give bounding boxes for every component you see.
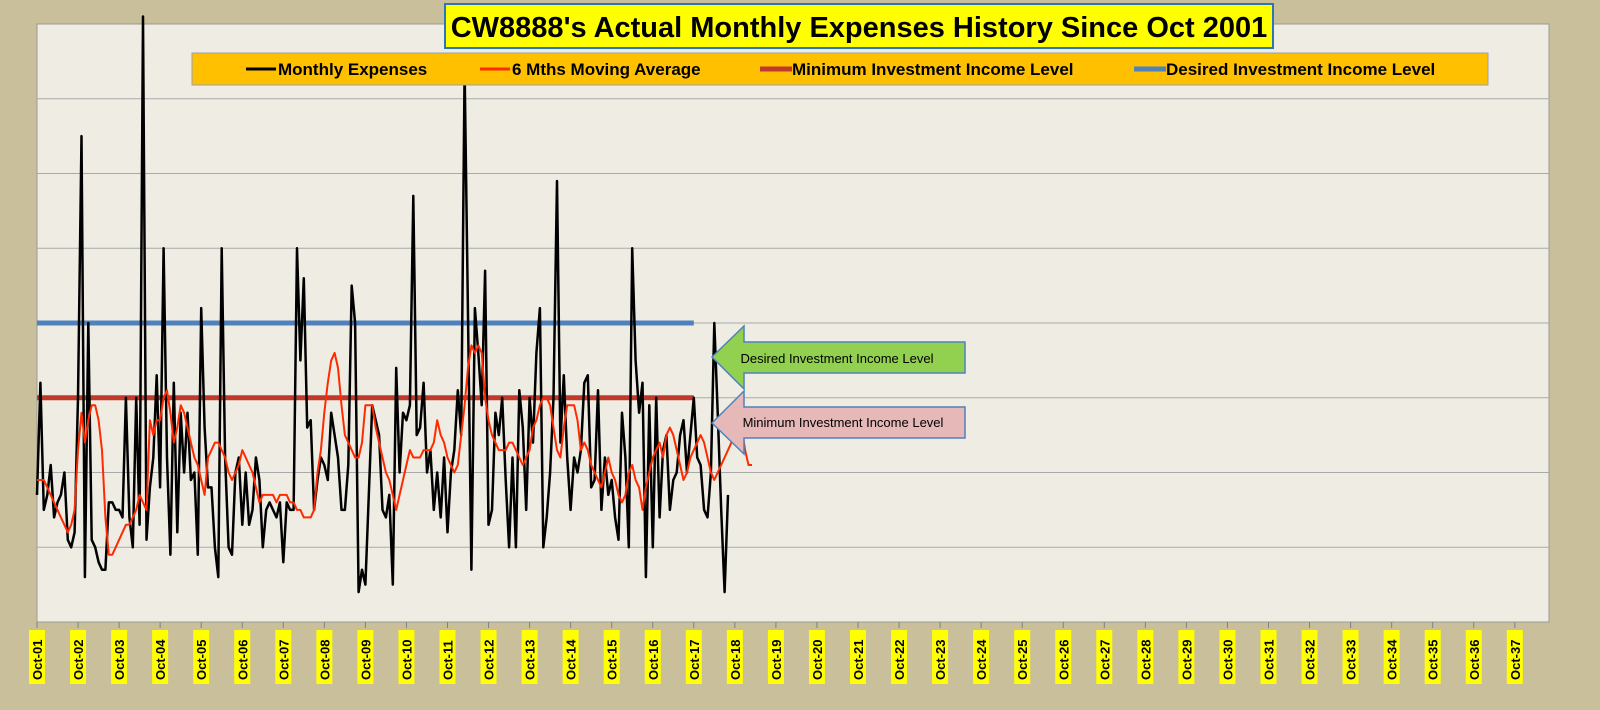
- x-tick-label: Oct-12: [482, 640, 497, 680]
- x-tick-label-box: [1260, 630, 1277, 684]
- x-tick-label-box: [1506, 630, 1523, 684]
- x-tick-label-box: [891, 630, 908, 684]
- x-tick-label-box: [398, 630, 415, 684]
- x-tick-label-box: [685, 630, 702, 684]
- x-tick-label-box: [726, 630, 743, 684]
- x-tick-label: Oct-06: [235, 640, 250, 680]
- callout-label-desired: Desired Investment Income Level: [741, 351, 934, 366]
- x-tick-label: Oct-23: [933, 640, 948, 680]
- x-tick-label-box: [1096, 630, 1113, 684]
- legend-label-desired-income: Desired Investment Income Level: [1166, 60, 1435, 79]
- x-tick-label-box: [1424, 630, 1441, 684]
- x-tick-label: Oct-19: [769, 640, 784, 680]
- x-tick-label: Oct-35: [1426, 640, 1441, 680]
- x-tick-label: Oct-03: [112, 640, 127, 680]
- chart-title: CW8888's Actual Monthly Expenses History…: [451, 12, 1268, 44]
- x-tick-label: Oct-22: [892, 640, 907, 680]
- x-tick-label: Oct-31: [1262, 640, 1277, 680]
- x-tick-label-box: [562, 630, 579, 684]
- legend-label-minimum-income: Minimum Investment Income Level: [792, 60, 1074, 79]
- x-tick-label: Oct-10: [399, 640, 414, 680]
- x-tick-label: Oct-27: [1097, 640, 1112, 680]
- x-tick-label-box: [808, 630, 825, 684]
- gridlines: [37, 98, 1549, 548]
- legend-item-moving-average: 6 Mths Moving Average: [480, 60, 701, 79]
- x-tick-label-box: [932, 630, 949, 684]
- x-tick-label: Oct-37: [1508, 640, 1523, 680]
- x-tick-label: Oct-20: [810, 640, 825, 680]
- x-tick-label-box: [152, 630, 169, 684]
- callout-desired-income: Desired Investment Income Level: [710, 324, 966, 391]
- legend-item-monthly-expenses: Monthly Expenses: [246, 60, 427, 79]
- x-tick-label-box: [1301, 630, 1318, 684]
- x-tick-label-box: [70, 630, 87, 684]
- x-axis-ticks: Oct-01 Oct-02 Oct-03 Oct-04 Oct-05 Oct-06 Oct-…: [29, 622, 1523, 684]
- x-tick-label: Oct-26: [1056, 640, 1071, 680]
- x-tick-label: Oct-02: [71, 640, 86, 680]
- x-tick-label-box: [1383, 630, 1400, 684]
- x-tick-label: Oct-32: [1303, 640, 1318, 680]
- x-tick-label: Oct-04: [153, 639, 168, 680]
- x-tick-label: Oct-34: [1385, 639, 1400, 680]
- callout-minimum-income: Minimum Investment Income Level: [710, 389, 966, 456]
- x-tick-label: Oct-15: [605, 640, 620, 680]
- left-arrow-shape-minimum: [710, 389, 966, 456]
- legend-item-desired-income: Desired Investment Income Level: [1134, 60, 1435, 79]
- x-tick-label-box: [193, 630, 210, 684]
- x-tick-label-box: [439, 630, 456, 684]
- x-tick-label-box: [1178, 630, 1195, 684]
- x-tick-label: Oct-25: [1015, 640, 1030, 680]
- x-tick-label: Oct-08: [317, 640, 332, 680]
- monthly-expenses-line: [35, 15, 730, 594]
- x-tick-label: Oct-09: [358, 640, 373, 680]
- x-tick-label-box: [1137, 630, 1154, 684]
- x-tick-label-box: [1014, 630, 1031, 684]
- x-tick-label: Oct-01: [30, 640, 45, 680]
- x-tick-label-box: [767, 630, 784, 684]
- legend-item-minimum-income: Minimum Investment Income Level: [760, 60, 1074, 79]
- x-tick-label: Oct-13: [523, 640, 538, 680]
- legend-label-moving-average: 6 Mths Moving Average: [512, 60, 701, 79]
- left-arrow-shape-desired: [710, 324, 966, 391]
- x-tick-label: Oct-07: [276, 640, 291, 680]
- x-tick-label: Oct-30: [1220, 640, 1235, 680]
- x-tick-label-box: [973, 630, 990, 684]
- x-tick-label: Oct-29: [1179, 640, 1194, 680]
- x-tick-label-box: [850, 630, 866, 684]
- x-tick-label: Oct-33: [1344, 640, 1359, 680]
- x-tick-label-box: [1465, 630, 1482, 684]
- series-lines: [35, 15, 752, 594]
- x-tick-label: Oct-24: [974, 639, 989, 680]
- x-tick-label-box: [111, 630, 128, 684]
- x-tick-label: Oct-21: [851, 640, 866, 680]
- legend-label-monthly-expenses: Monthly Expenses: [278, 60, 427, 79]
- x-tick-label-box: [1342, 630, 1359, 684]
- x-tick-label: Oct-11: [441, 640, 456, 680]
- x-tick-label: Oct-05: [194, 640, 209, 680]
- x-tick-label-box: [480, 630, 497, 684]
- x-tick-label-box: [316, 630, 333, 684]
- x-tick-label: Oct-36: [1467, 640, 1482, 680]
- 6-mths-moving-average-line: [37, 344, 752, 556]
- x-tick-label: Oct-18: [728, 640, 743, 680]
- x-tick-label-box: [275, 630, 292, 684]
- x-tick-label: Oct-28: [1138, 640, 1153, 680]
- x-tick-label-box: [644, 630, 661, 684]
- x-tick-label-box: [603, 630, 620, 684]
- x-tick-label-box: [357, 630, 374, 684]
- x-tick-label: Oct-17: [687, 640, 702, 680]
- title-box: [444, 3, 1274, 49]
- x-tick-label-box: [1219, 630, 1236, 684]
- x-tick-label: Oct-14: [564, 639, 579, 680]
- x-tick-label-box: [234, 630, 251, 684]
- x-tick-label-box: [29, 630, 45, 684]
- legend: [191, 52, 1489, 86]
- x-tick-label: Oct-16: [646, 640, 661, 680]
- callout-label-minimum: Minimum Investment Income Level: [743, 415, 944, 430]
- x-tick-label-box: [521, 630, 538, 684]
- x-tick-label-box: [1055, 630, 1072, 684]
